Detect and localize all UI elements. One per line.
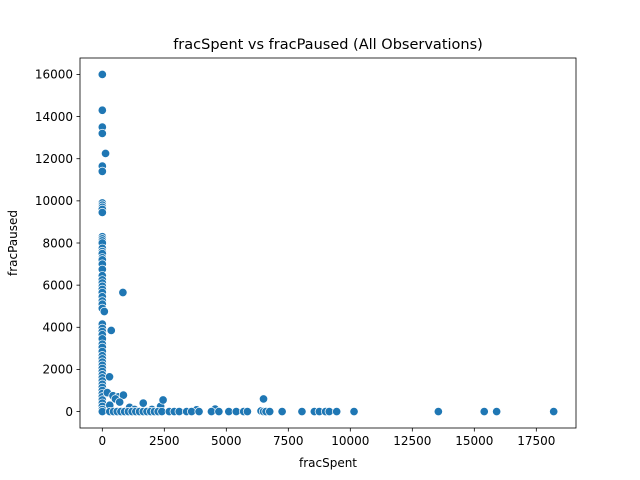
y-tick-label: 0 xyxy=(65,405,73,419)
scatter-point xyxy=(97,69,107,79)
y-tick-label: 16000 xyxy=(35,68,73,82)
scatter-point xyxy=(349,407,359,417)
y-axis: 0 2000 4000 6000 8000 10000 12000 14000 16000 xyxy=(35,68,80,419)
scatter-point xyxy=(97,105,107,115)
scatter-point xyxy=(194,407,204,417)
points-layer xyxy=(97,69,559,417)
y-tick-label: 8000 xyxy=(42,236,73,250)
scatter-point xyxy=(106,325,116,335)
scatter-point xyxy=(158,395,168,405)
y-tick-label: 2000 xyxy=(42,363,73,377)
y-tick-label: 14000 xyxy=(35,110,73,124)
x-tick-label: 5000 xyxy=(211,434,242,448)
scatter-point xyxy=(242,407,252,417)
scatter-point xyxy=(118,287,128,298)
scatter-point xyxy=(115,397,125,407)
scatter-point xyxy=(99,306,109,317)
scatter-point xyxy=(265,407,275,417)
scatter-point xyxy=(214,407,224,417)
scatter-point xyxy=(100,148,111,158)
scatter-point xyxy=(97,207,107,217)
x-axis-title: fracSpent xyxy=(299,456,357,470)
x-tick-label: 15000 xyxy=(455,434,493,448)
scatter-point xyxy=(138,398,148,408)
scatter-point xyxy=(433,407,443,417)
scatter-point xyxy=(118,390,128,400)
scatter-point xyxy=(549,407,559,417)
y-tick-label: 10000 xyxy=(35,194,73,208)
scatter-point xyxy=(104,372,115,382)
x-tick-label: 0 xyxy=(98,434,106,448)
x-axis: 0 2500 5000 7500 10000 12500 15000 17500 xyxy=(98,428,555,448)
scatter-point xyxy=(258,394,269,404)
x-tick-label: 10000 xyxy=(331,434,369,448)
y-tick-label: 6000 xyxy=(42,278,73,292)
y-tick-label: 12000 xyxy=(35,152,73,166)
x-tick-label: 12500 xyxy=(393,434,431,448)
chart-title: fracSpent vs fracPaused (All Observation… xyxy=(173,37,483,53)
scatter-point xyxy=(277,407,287,417)
scatter-point xyxy=(492,407,502,417)
x-tick-label: 17500 xyxy=(517,434,555,448)
x-tick-label: 7500 xyxy=(273,434,304,448)
scatter-point xyxy=(97,128,107,138)
x-tick-label: 2500 xyxy=(149,434,180,448)
y-tick-label: 4000 xyxy=(42,321,73,335)
scatter-point xyxy=(97,166,107,176)
y-axis-title: fracPaused xyxy=(6,210,20,276)
scatter-point xyxy=(297,407,307,417)
scatter-point xyxy=(479,407,489,417)
scatter-point xyxy=(332,407,342,417)
